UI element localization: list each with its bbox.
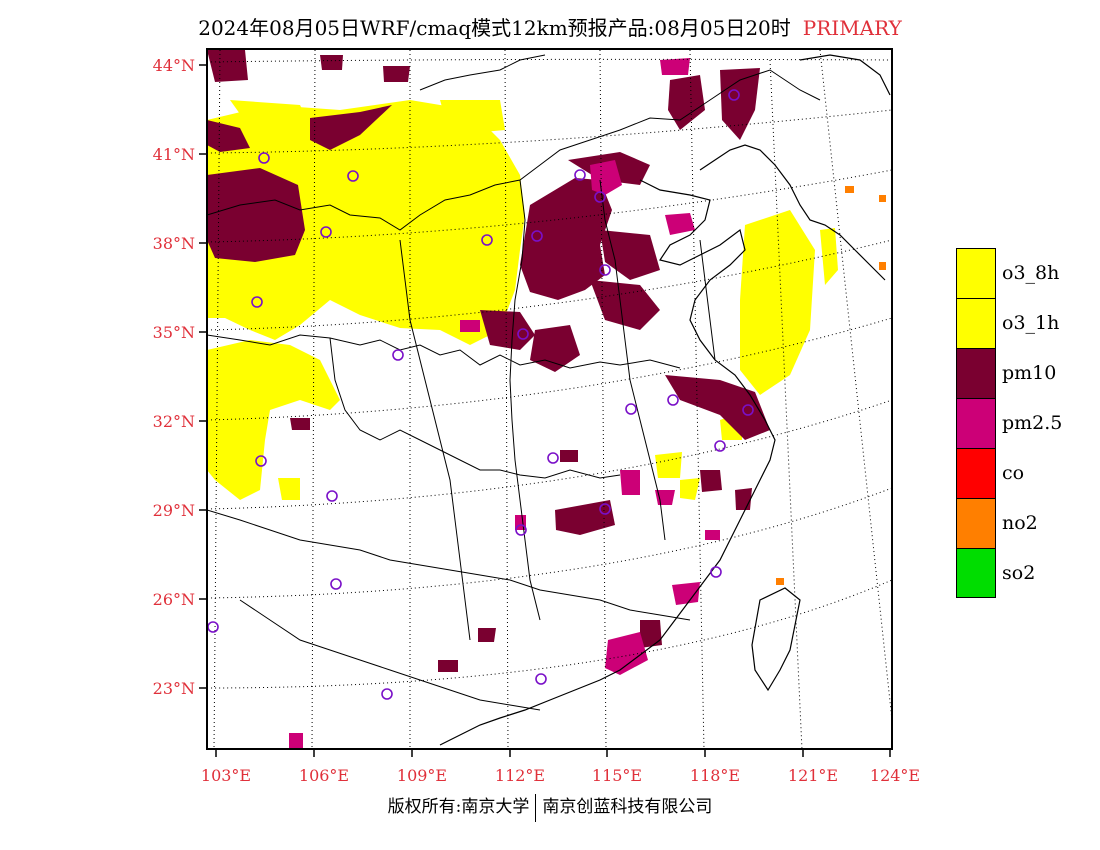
- legend-swatch: [956, 398, 996, 448]
- map-frame: [206, 48, 893, 750]
- lon-label: 118°E: [690, 766, 740, 785]
- primary-tag: PRIMARY: [802, 16, 902, 40]
- lat-label: 26°N: [153, 590, 195, 609]
- axis-ticks: [199, 64, 891, 757]
- lat-label: 35°N: [153, 323, 195, 342]
- copyright-footer: 版权所有:南京大学 南京创蓝科技有限公司: [0, 792, 1100, 822]
- lon-label: 106°E: [299, 766, 349, 785]
- lon-label: 121°E: [788, 766, 838, 785]
- copyright-company: 南京创蓝科技有限公司: [542, 797, 713, 817]
- legend-label: pm10: [1002, 362, 1057, 384]
- lat-label: 41°N: [153, 145, 195, 164]
- legend-swatch: [956, 298, 996, 348]
- legend-label: o3_8h: [1002, 262, 1060, 284]
- legend-label: co: [1002, 462, 1025, 484]
- lat-label: 29°N: [153, 501, 195, 520]
- map-title: 2024年08月05日WRF/cmaq模式12km预报产品:08月05日20时 P…: [0, 12, 1100, 41]
- legend-swatch: [956, 448, 996, 498]
- pm10-fields: [207, 50, 770, 672]
- legend-swatch: [956, 248, 996, 298]
- lat-label: 44°N: [153, 56, 195, 75]
- lat-label: 32°N: [153, 412, 195, 431]
- station-markers: [207, 89, 754, 700]
- lon-label: 109°E: [397, 766, 447, 785]
- legend-swatch: [956, 498, 996, 548]
- pm25-fields: [289, 58, 720, 748]
- footer-divider: [535, 793, 537, 822]
- lat-label: 38°N: [153, 234, 195, 253]
- legend-label: no2: [1002, 512, 1038, 534]
- legend-swatch: [956, 548, 996, 598]
- title-text: 2024年08月05日WRF/cmaq模式12km预报产品:08月05日20时: [198, 16, 791, 40]
- lon-label: 103°E: [201, 766, 251, 785]
- longitude-grid: [213, 49, 892, 749]
- copyright-owner: 版权所有:南京大学: [387, 797, 530, 817]
- coastline: [439, 54, 891, 746]
- lon-label: 115°E: [592, 766, 642, 785]
- o3-fields: [207, 100, 838, 500]
- boundaries: [207, 54, 821, 711]
- legend-swatch: [956, 348, 996, 398]
- legend-label: o3_1h: [1002, 312, 1060, 334]
- legend-label: pm2.5: [1002, 412, 1063, 434]
- lon-label: 112°E: [495, 766, 545, 785]
- latitude-grid: [207, 58, 892, 689]
- legend-label: so2: [1002, 562, 1036, 584]
- lon-label: 124°E: [870, 766, 920, 785]
- lat-label: 23°N: [153, 679, 195, 698]
- no2-fields: [776, 186, 886, 585]
